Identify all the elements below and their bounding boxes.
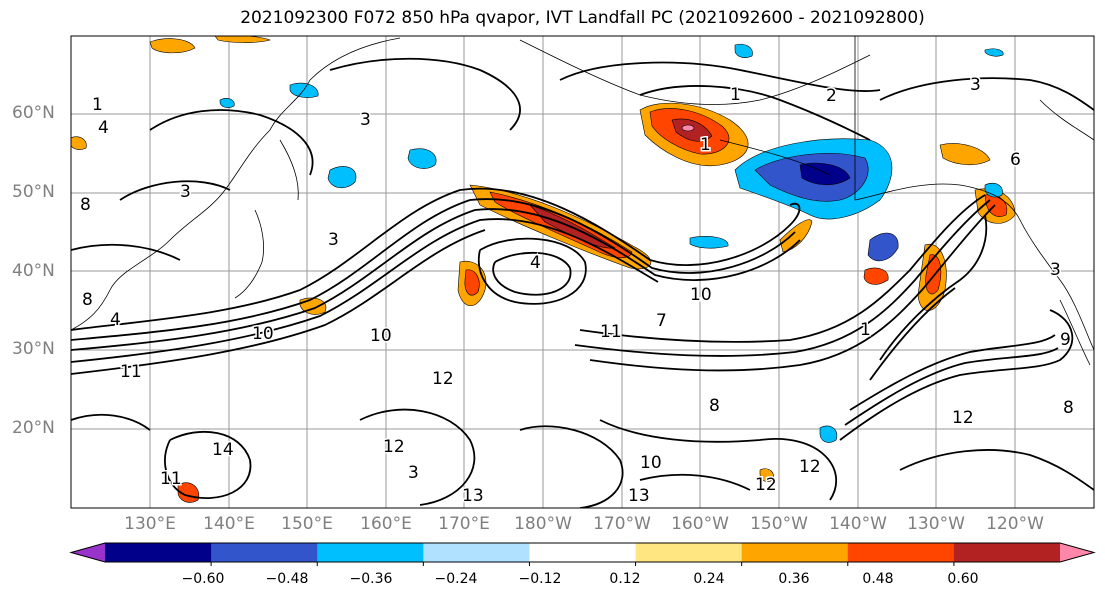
lon-label-140e: 140°E — [203, 514, 255, 534]
contour-label: 1 — [92, 95, 103, 115]
lon-label-180w: 180°W — [514, 514, 572, 534]
map-frame — [70, 35, 1095, 509]
contour-label: 4 — [530, 253, 541, 273]
contour-label: 3 — [328, 230, 339, 250]
contour-label: 8 — [82, 290, 93, 310]
colorbar-segment — [847, 543, 955, 562]
contour-label: 1 — [860, 320, 871, 340]
lon-label-170e: 170°E — [438, 514, 490, 534]
contour-label: 11 — [600, 322, 622, 342]
contour-label: 9 — [1060, 330, 1071, 350]
colorbar-segment — [211, 543, 318, 562]
contour-label: 10 — [370, 326, 392, 346]
lon-label-130w: 130°W — [907, 514, 965, 534]
colorbar-segment — [529, 543, 637, 562]
contour-label: 10 — [690, 285, 712, 305]
contour-label: 4 — [110, 310, 121, 330]
lat-label-20n: 20°N — [12, 418, 55, 438]
contour-label: 6 — [1010, 150, 1021, 170]
contour-label: 12 — [755, 475, 777, 495]
lon-label-160w: 160°W — [671, 514, 729, 534]
colorbar-max-triangle — [1060, 543, 1094, 562]
contour-label: 8 — [1063, 398, 1074, 418]
lon-label-140w: 140°W — [829, 514, 887, 534]
contour-label: 13 — [462, 486, 484, 506]
colorbar-segment — [317, 543, 424, 562]
colorbar-segment — [105, 543, 212, 562]
lat-label-40n: 40°N — [12, 261, 55, 281]
colorbar-tick-label: 0.60 — [947, 571, 979, 587]
lon-label-170w: 170°W — [593, 514, 651, 534]
lon-label-150w: 150°W — [750, 514, 808, 534]
contour-label: 12 — [383, 437, 405, 457]
contour-label: 1 — [700, 135, 711, 155]
colorbar-segment — [423, 543, 530, 562]
contour-label: 3 — [1050, 260, 1061, 280]
contour-label: 3 — [360, 110, 371, 130]
contour-label: 1 — [730, 85, 741, 105]
colorbar — [69, 542, 1096, 566]
lon-label-130e: 130°E — [124, 514, 176, 534]
qvapor-anomaly-fill — [71, 36, 1016, 503]
contour-label: 3 — [408, 463, 419, 483]
contour-label: 12 — [799, 457, 821, 477]
colorbar-tick-label: 0.24 — [693, 571, 725, 587]
colorbar-tick-label: 0.48 — [862, 571, 894, 587]
contour-label: 8 — [80, 195, 91, 215]
contour-label: 14 — [212, 440, 234, 460]
colorbar-tick-label: 0.36 — [778, 571, 810, 587]
contour-label: 11 — [160, 469, 182, 489]
lat-label-50n: 50°N — [12, 182, 55, 202]
lon-label-120w: 120°W — [986, 514, 1044, 534]
colorbar-segment — [953, 543, 1061, 562]
colorbar-tick-label: −0.24 — [434, 571, 478, 587]
contour-label: 11 — [120, 362, 142, 382]
contour-label: 3 — [180, 182, 191, 202]
lat-label-60n: 60°N — [12, 103, 55, 123]
contour-label: 2 — [826, 86, 837, 106]
colorbar-outline — [69, 542, 1096, 563]
contour-label: 4 — [98, 118, 109, 138]
contour-label: 13 — [628, 486, 650, 506]
colorbar-min-triangle — [71, 543, 105, 562]
lon-label-160e: 160°E — [360, 514, 412, 534]
contour-label: 12 — [952, 408, 974, 428]
colorbar-tick-label: −0.36 — [349, 571, 393, 587]
colorbar-tick-label: −0.60 — [181, 571, 225, 587]
lon-label-150e: 150°E — [281, 514, 333, 534]
lat-label-30n: 30°N — [12, 339, 55, 359]
colorbar-tick-label: 0.12 — [609, 571, 641, 587]
contour-label: 3 — [970, 75, 981, 95]
contour-label: 7 — [656, 311, 667, 331]
contour-label: 10 — [252, 324, 274, 344]
colorbar-tick-label: −0.12 — [518, 571, 562, 587]
colorbar-segment — [741, 543, 849, 562]
contour-label: 12 — [432, 369, 454, 389]
contour-label: 8 — [709, 396, 720, 416]
coastlines — [71, 36, 1094, 366]
colorbar-tick-label: −0.48 — [265, 571, 309, 587]
contour-label: 10 — [640, 453, 662, 473]
ivt-contours — [71, 57, 1094, 508]
figure-title: 2021092300 F072 850 hPa qvapor, IVT Land… — [240, 8, 925, 28]
colorbar-segment — [635, 543, 743, 562]
